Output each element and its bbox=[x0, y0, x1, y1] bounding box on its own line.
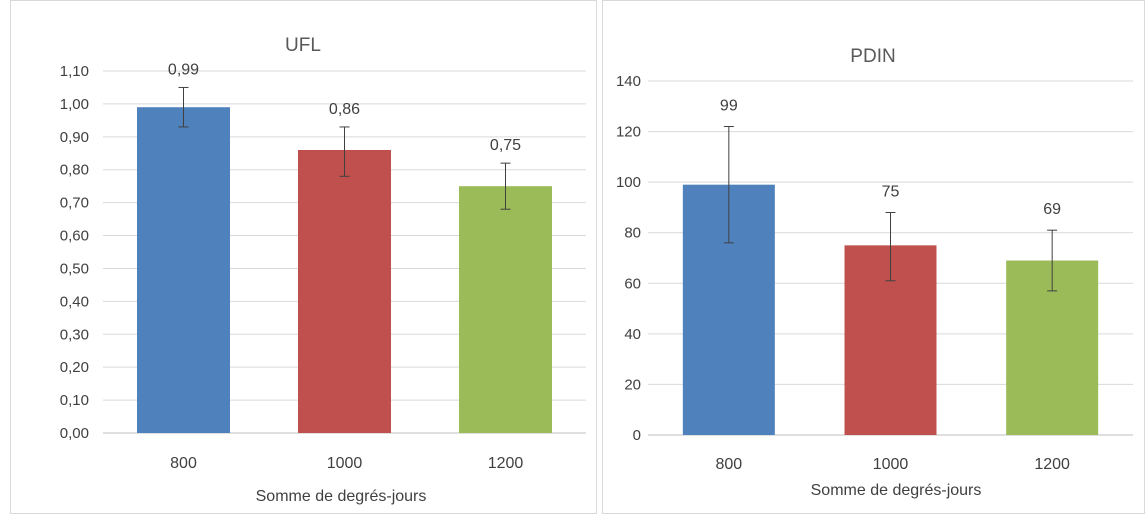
pdin-data-label: 75 bbox=[882, 183, 900, 200]
pdin-y-tick-label: 40 bbox=[624, 326, 641, 343]
pdin-y-tick-label: 100 bbox=[616, 174, 641, 191]
pdin-chart-panel: PDIN 0 20 40 60 80 100 120 140 800 1000 1200 99 75… bbox=[602, 0, 1145, 514]
pdin-chart-title: PDIN bbox=[850, 46, 895, 67]
ufl-category-label: 1000 bbox=[327, 455, 363, 472]
pdin-y-tick-label: 120 bbox=[616, 124, 641, 141]
ufl-category-label: 800 bbox=[170, 455, 197, 472]
pdin-category-label: 1000 bbox=[873, 456, 909, 473]
ufl-chart: UFL 0,00 0,10 0,20 0,30 0,40 0,50 0,60 0,70 0,80… bbox=[60, 35, 586, 505]
ufl-x-axis-title: Somme de degrés-jours bbox=[256, 488, 427, 505]
ufl-y-tick-label: 1,10 bbox=[60, 63, 89, 80]
pdin-category-label: 1200 bbox=[1034, 456, 1070, 473]
ufl-y-tick-label: 0,00 bbox=[60, 425, 89, 442]
pdin-x-axis-title: Somme de degrés-jours bbox=[811, 482, 982, 499]
pdin-y-tick-label: 80 bbox=[624, 225, 641, 242]
ufl-y-tick-label: 0,30 bbox=[60, 326, 89, 343]
ufl-y-tick-label: 0,80 bbox=[60, 162, 89, 179]
pdin-y-tick-label: 60 bbox=[624, 275, 641, 292]
pdin-chart: PDIN 0 20 40 60 80 100 120 140 800 1000 1200 99 75… bbox=[616, 46, 1133, 499]
ufl-bar-800 bbox=[137, 107, 230, 433]
pdin-category-label: 800 bbox=[715, 456, 742, 473]
ufl-data-label: 0,86 bbox=[329, 101, 360, 118]
ufl-y-tick-label: 0,10 bbox=[60, 392, 89, 409]
ufl-data-label: 0,75 bbox=[490, 137, 521, 154]
ufl-y-tick-label: 1,00 bbox=[60, 96, 89, 113]
ufl-chart-title: UFL bbox=[285, 35, 321, 56]
ufl-data-label: 0,99 bbox=[168, 61, 199, 78]
pdin-data-label: 99 bbox=[720, 98, 738, 115]
ufl-y-tick-label: 0,50 bbox=[60, 260, 89, 277]
pdin-y-tick-label: 140 bbox=[616, 73, 641, 90]
pdin-y-tick-label: 20 bbox=[624, 376, 641, 393]
pdin-data-label: 69 bbox=[1043, 201, 1061, 218]
ufl-bar-1200 bbox=[459, 186, 552, 433]
ufl-y-tick-label: 0,40 bbox=[60, 293, 89, 310]
ufl-chart-panel: UFL 0,00 0,10 0,20 0,30 0,40 0,50 0,60 0,70 0,80… bbox=[10, 0, 597, 514]
ufl-bar-1000 bbox=[298, 149, 391, 433]
ufl-y-tick-label: 0,60 bbox=[60, 228, 89, 245]
ufl-y-tick-label: 0,90 bbox=[60, 129, 89, 146]
ufl-y-tick-label: 0,20 bbox=[60, 359, 89, 376]
ufl-y-tick-label: 0,70 bbox=[60, 195, 89, 212]
ufl-category-label: 1200 bbox=[488, 455, 524, 472]
pdin-y-tick-label: 0 bbox=[633, 427, 641, 444]
